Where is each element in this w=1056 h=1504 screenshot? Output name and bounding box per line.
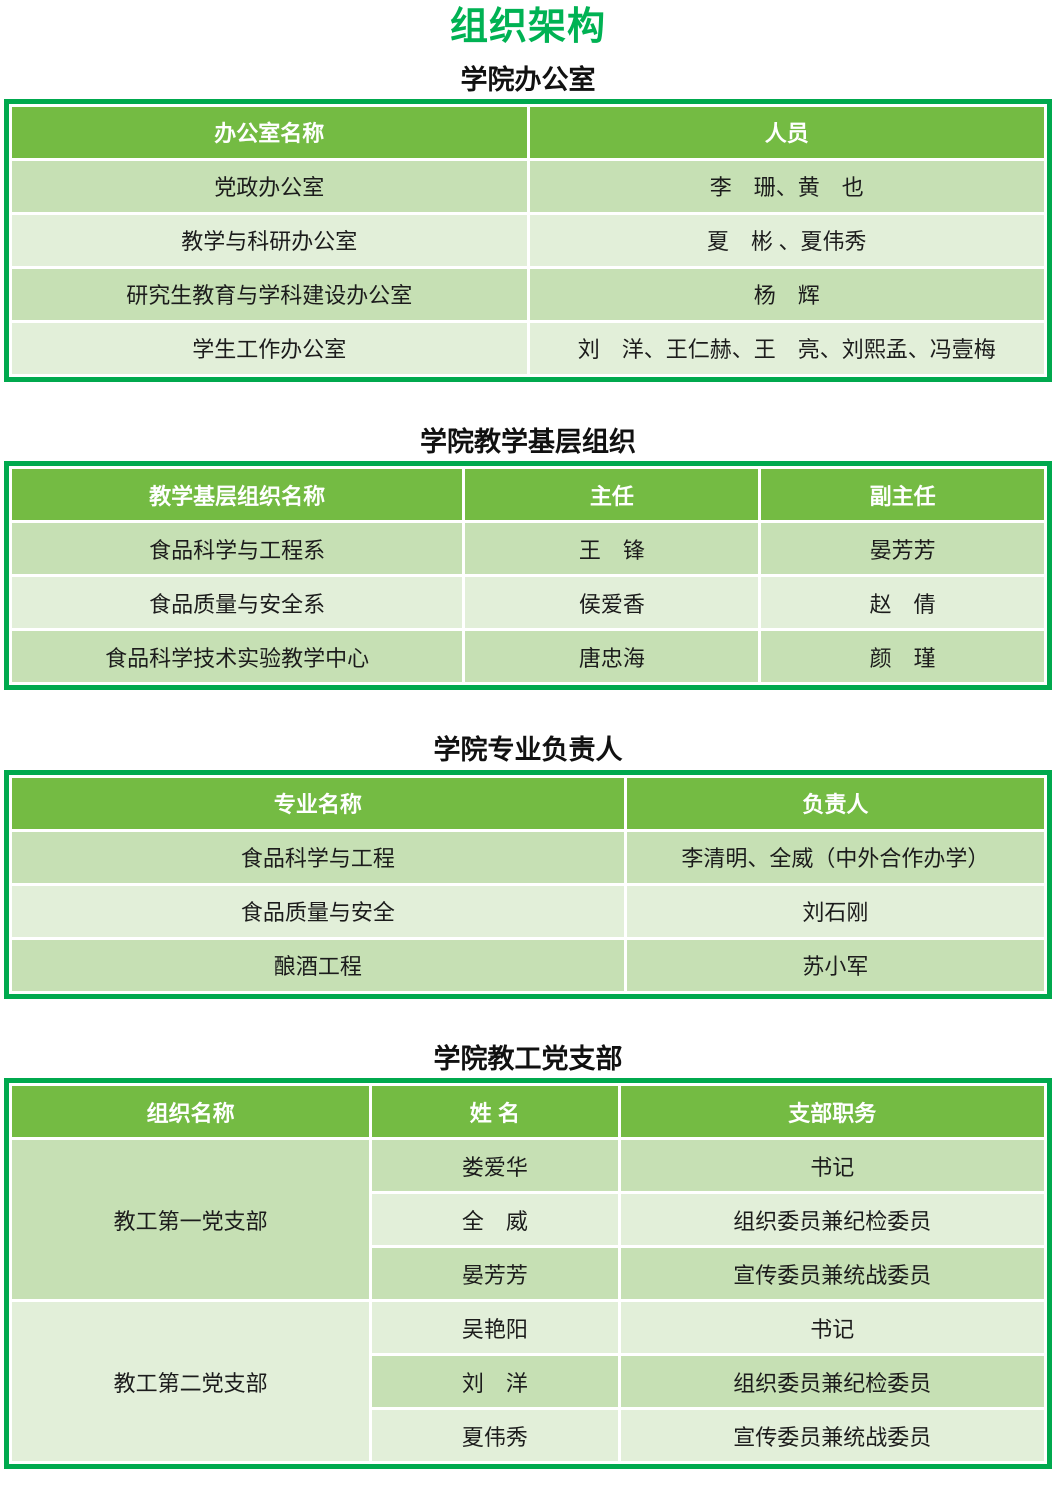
section-title-college-office: 学院办公室 bbox=[460, 64, 596, 95]
personnel-cell: 夏 彬 、夏伟秀 bbox=[526, 211, 1047, 269]
personnel-cell: 李 珊、黄 也 bbox=[526, 157, 1047, 215]
org-name-cell: 食品科学与工程系 bbox=[8, 520, 466, 578]
major-name-cell: 酿酒工程 bbox=[9, 936, 627, 994]
section-teaching-orgs: 学院教学基层组织 教学基层组织名称 主任 副主任 食品科学与工程系 王 锋 晏芳… bbox=[4, 426, 1052, 691]
table-row: 全 威 组织委员兼纪检委员 bbox=[11, 1191, 1048, 1249]
member-role-cell: 书记 bbox=[617, 1299, 1048, 1357]
member-role-cell: 宣传委员兼统战委员 bbox=[617, 1407, 1048, 1465]
column-header-branch-role: 支部职务 bbox=[617, 1083, 1048, 1141]
table-row: 刘 洋 组织委员兼纪检委员 bbox=[11, 1353, 1048, 1411]
table-row: 教工第二党支部 吴艳阳 书记 bbox=[8, 1299, 1048, 1465]
member-name-cell: 刘 洋 bbox=[369, 1353, 621, 1411]
table-row: 食品质量与安全 刘石刚 bbox=[9, 882, 1048, 940]
member-name-cell: 吴艳阳 bbox=[369, 1299, 621, 1357]
leader-cell: 刘石刚 bbox=[623, 882, 1048, 940]
section-college-office: 学院办公室 办公室名称 人员 党政办公室 李 珊、黄 也 教学与科研办公室 bbox=[4, 64, 1052, 382]
column-header-major-name: 专业名称 bbox=[9, 774, 627, 832]
table-row: 研究生教育与学科建设办公室 杨 辉 bbox=[9, 265, 1047, 323]
director-cell: 王 锋 bbox=[462, 520, 762, 578]
deputy-director-cell: 颜 瑾 bbox=[758, 628, 1047, 686]
column-header-deputy-director: 副主任 bbox=[758, 466, 1047, 524]
table-row: 教学与科研办公室 夏 彬 、夏伟秀 bbox=[9, 211, 1047, 269]
column-header-personnel: 人员 bbox=[526, 103, 1047, 161]
major-name-cell: 食品质量与安全 bbox=[9, 882, 627, 940]
column-header-leader: 负责人 bbox=[623, 774, 1048, 832]
section-title-party-branches: 学院教工党支部 bbox=[433, 1043, 623, 1074]
table-row: 食品质量与安全系 侯爱香 赵 倩 bbox=[8, 574, 1047, 632]
column-header-branch-name: 组织名称 bbox=[8, 1083, 373, 1141]
teaching-orgs-table-frame: 教学基层组织名称 主任 副主任 食品科学与工程系 王 锋 晏芳芳 食品质量与安全… bbox=[4, 461, 1052, 691]
director-cell: 唐忠海 bbox=[462, 628, 762, 686]
table-header-row: 教学基层组织名称 主任 副主任 bbox=[8, 466, 1047, 524]
member-name-cell: 娄爱华 bbox=[369, 1137, 621, 1195]
deputy-director-cell: 晏芳芳 bbox=[758, 520, 1047, 578]
branch-name-cell: 教工第二党支部 bbox=[8, 1299, 373, 1465]
party-branches-table: 组织名称 姓 名 支部职务 教工第一党支部 娄爱华 书记 全 威 组织委员兼纪检… bbox=[8, 1083, 1048, 1465]
table-row: 食品科学与工程 李清明、全威（中外合作办学） bbox=[9, 828, 1048, 886]
section-party-branches: 学院教工党支部 组织名称 姓 名 支部职务 教工第一党支部 娄爱华 书记 bbox=[4, 1043, 1052, 1470]
major-leaders-table: 专业名称 负责人 食品科学与工程 李清明、全威（中外合作办学） 食品质量与安全 … bbox=[9, 774, 1048, 994]
column-header-org-name: 教学基层组织名称 bbox=[8, 466, 466, 524]
deputy-director-cell: 赵 倩 bbox=[758, 574, 1047, 632]
teaching-orgs-table: 教学基层组织名称 主任 副主任 食品科学与工程系 王 锋 晏芳芳 食品质量与安全… bbox=[8, 466, 1047, 686]
section-major-leaders: 学院专业负责人 专业名称 负责人 食品科学与工程 李清明、全威（中外合作办学） bbox=[4, 734, 1052, 999]
column-header-office-name: 办公室名称 bbox=[9, 103, 530, 161]
table-row: 夏伟秀 宣传委员兼统战委员 bbox=[11, 1407, 1048, 1465]
page: 组织架构 学院办公室 办公室名称 人员 党政办公室 李 珊、黄 也 bbox=[4, 6, 1052, 1470]
table-row: 酿酒工程 苏小军 bbox=[9, 936, 1048, 994]
column-header-director: 主任 bbox=[462, 466, 762, 524]
member-name-cell: 晏芳芳 bbox=[369, 1245, 621, 1303]
major-name-cell: 食品科学与工程 bbox=[9, 828, 627, 886]
table-header-row: 组织名称 姓 名 支部职务 bbox=[8, 1083, 1048, 1141]
office-name-cell: 学生工作办公室 bbox=[9, 319, 530, 377]
member-name-cell: 全 威 bbox=[369, 1191, 621, 1249]
member-role-cell: 宣传委员兼统战委员 bbox=[617, 1245, 1048, 1303]
personnel-cell: 刘 洋、王仁赫、王 亮、刘熙孟、冯壹梅 bbox=[526, 319, 1047, 377]
director-cell: 侯爱香 bbox=[462, 574, 762, 632]
table-row: 晏芳芳 宣传委员兼统战委员 bbox=[11, 1245, 1048, 1303]
table-row: 食品科学技术实验教学中心 唐忠海 颜 瑾 bbox=[8, 628, 1047, 686]
party-branches-table-frame: 组织名称 姓 名 支部职务 教工第一党支部 娄爱华 书记 全 威 组织委员兼纪检… bbox=[4, 1078, 1052, 1470]
college-office-table-frame: 办公室名称 人员 党政办公室 李 珊、黄 也 教学与科研办公室 夏 彬 、夏伟秀… bbox=[4, 98, 1052, 382]
org-name-cell: 食品科学技术实验教学中心 bbox=[8, 628, 466, 686]
office-name-cell: 研究生教育与学科建设办公室 bbox=[9, 265, 530, 323]
branch-name-cell: 教工第一党支部 bbox=[8, 1137, 373, 1303]
major-leaders-table-frame: 专业名称 负责人 食品科学与工程 李清明、全威（中外合作办学） 食品质量与安全 … bbox=[4, 769, 1052, 999]
section-title-teaching-orgs: 学院教学基层组织 bbox=[420, 426, 636, 457]
leader-cell: 李清明、全威（中外合作办学） bbox=[623, 828, 1048, 886]
leader-cell: 苏小军 bbox=[623, 936, 1048, 994]
personnel-cell: 杨 辉 bbox=[526, 265, 1047, 323]
member-name-cell: 夏伟秀 bbox=[369, 1407, 621, 1465]
table-header-row: 办公室名称 人员 bbox=[9, 103, 1047, 161]
member-role-cell: 组织委员兼纪检委员 bbox=[617, 1191, 1048, 1249]
office-name-cell: 党政办公室 bbox=[9, 157, 530, 215]
member-role-cell: 组织委员兼纪检委员 bbox=[617, 1353, 1048, 1411]
table-row: 党政办公室 李 珊、黄 也 bbox=[9, 157, 1047, 215]
college-office-table: 办公室名称 人员 党政办公室 李 珊、黄 也 教学与科研办公室 夏 彬 、夏伟秀… bbox=[9, 103, 1047, 377]
member-role-cell: 书记 bbox=[617, 1137, 1048, 1195]
table-row: 食品科学与工程系 王 锋 晏芳芳 bbox=[8, 520, 1047, 578]
office-name-cell: 教学与科研办公室 bbox=[9, 211, 530, 269]
page-title: 组织架构 bbox=[449, 6, 606, 48]
table-row: 学生工作办公室 刘 洋、王仁赫、王 亮、刘熙孟、冯壹梅 bbox=[9, 319, 1047, 377]
section-title-major-leaders: 学院专业负责人 bbox=[433, 735, 623, 766]
org-name-cell: 食品质量与安全系 bbox=[8, 574, 466, 632]
column-header-person-name: 姓 名 bbox=[369, 1083, 621, 1141]
table-header-row: 专业名称 负责人 bbox=[9, 774, 1048, 832]
table-row: 教工第一党支部 娄爱华 书记 bbox=[8, 1137, 1048, 1303]
